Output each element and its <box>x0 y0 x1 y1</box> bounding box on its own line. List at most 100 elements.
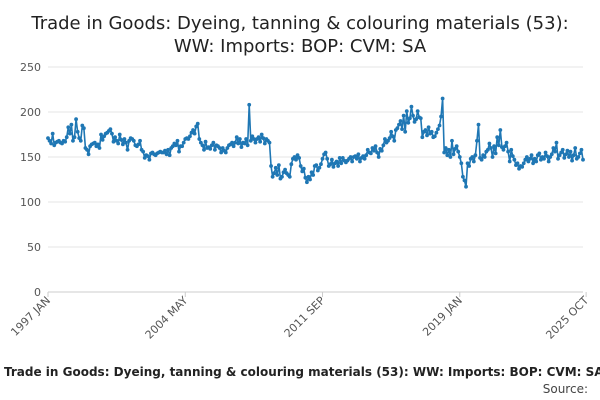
data-point <box>339 161 344 166</box>
data-point <box>63 139 68 144</box>
data-point <box>233 140 238 145</box>
data-point <box>67 131 72 136</box>
data-point <box>392 138 397 143</box>
data-point <box>276 163 281 168</box>
data-point <box>401 113 406 118</box>
data-point <box>545 154 550 159</box>
data-point <box>350 159 355 164</box>
data-point <box>376 155 381 159</box>
data-point <box>549 152 554 157</box>
data-point <box>510 154 515 159</box>
data-point <box>400 127 404 131</box>
data-point <box>581 157 585 162</box>
data-point <box>406 120 411 125</box>
data-point <box>297 156 302 160</box>
data-point <box>570 158 574 163</box>
data-point <box>236 141 241 146</box>
data-point <box>188 134 192 139</box>
data-point <box>71 138 75 143</box>
data-point <box>138 138 142 143</box>
data-point <box>258 139 263 144</box>
data-point <box>404 109 409 113</box>
data-point <box>280 174 284 179</box>
data-point <box>489 146 493 150</box>
data-point <box>174 143 178 148</box>
data-point <box>248 138 253 143</box>
data-point <box>66 125 71 130</box>
data-point <box>537 151 542 156</box>
data-point <box>96 142 100 147</box>
y-tick-label: 0 <box>34 286 41 299</box>
data-point <box>512 157 517 162</box>
data-point <box>568 149 573 154</box>
data-point <box>237 137 242 141</box>
data-point <box>50 131 55 136</box>
data-point <box>546 159 551 164</box>
data-point <box>364 153 369 158</box>
data-point <box>543 150 548 155</box>
data-point <box>167 153 172 158</box>
data-point <box>74 117 78 122</box>
data-point <box>223 150 228 155</box>
data-point <box>556 156 560 161</box>
data-point <box>493 151 498 156</box>
data-point <box>515 161 520 166</box>
data-point <box>476 122 481 127</box>
data-point <box>164 152 169 157</box>
data-point <box>368 151 373 156</box>
data-point <box>579 147 584 152</box>
data-point <box>239 145 244 150</box>
data-point <box>334 159 339 164</box>
data-point <box>450 138 454 143</box>
data-point <box>563 152 568 157</box>
data-point <box>443 146 448 150</box>
data-point <box>507 159 512 164</box>
data-point <box>301 166 306 171</box>
data-point <box>261 136 266 141</box>
x-tick-label: 2019 JAN <box>420 294 465 339</box>
data-point <box>147 157 152 162</box>
data-point <box>577 151 582 156</box>
data-point <box>337 156 342 160</box>
data-point <box>259 132 264 137</box>
data-point <box>269 164 273 168</box>
data-point <box>504 140 509 145</box>
data-point <box>471 159 476 164</box>
data-point <box>389 129 394 134</box>
data-point <box>256 135 261 140</box>
data-point <box>219 150 224 155</box>
y-tick-label: 150 <box>20 151 41 164</box>
data-point <box>231 144 236 149</box>
y-tick-layer: 0 50 100 150 200 250 <box>20 61 41 299</box>
data-point <box>117 132 122 137</box>
data-point <box>506 149 511 154</box>
x-tick-label: 2004 MAY <box>143 294 191 342</box>
data-point <box>325 156 330 161</box>
data-point <box>467 164 472 168</box>
data-point <box>571 153 576 158</box>
data-point <box>454 144 459 149</box>
data-point <box>211 140 216 145</box>
data-point <box>97 146 102 150</box>
data-point <box>524 155 529 159</box>
data-point <box>485 147 490 152</box>
data-point <box>446 147 451 152</box>
data-point <box>437 123 442 128</box>
data-point <box>242 141 247 146</box>
y-tick-label: 250 <box>20 61 41 74</box>
data-point <box>272 171 277 176</box>
data-point <box>381 143 386 148</box>
data-point <box>434 130 439 135</box>
x-tick-label: 2011 SEP <box>282 294 328 340</box>
data-point <box>213 147 217 152</box>
data-point <box>560 147 565 152</box>
data-point <box>217 146 222 150</box>
data-point <box>111 139 116 144</box>
data-point <box>305 180 309 185</box>
chart-title-line-2: WW: Imports: BOP: CVM: SA <box>174 36 427 57</box>
data-point <box>414 117 418 122</box>
data-point <box>64 135 69 140</box>
data-point <box>145 154 150 159</box>
data-point <box>411 113 415 118</box>
data-point <box>551 146 556 150</box>
